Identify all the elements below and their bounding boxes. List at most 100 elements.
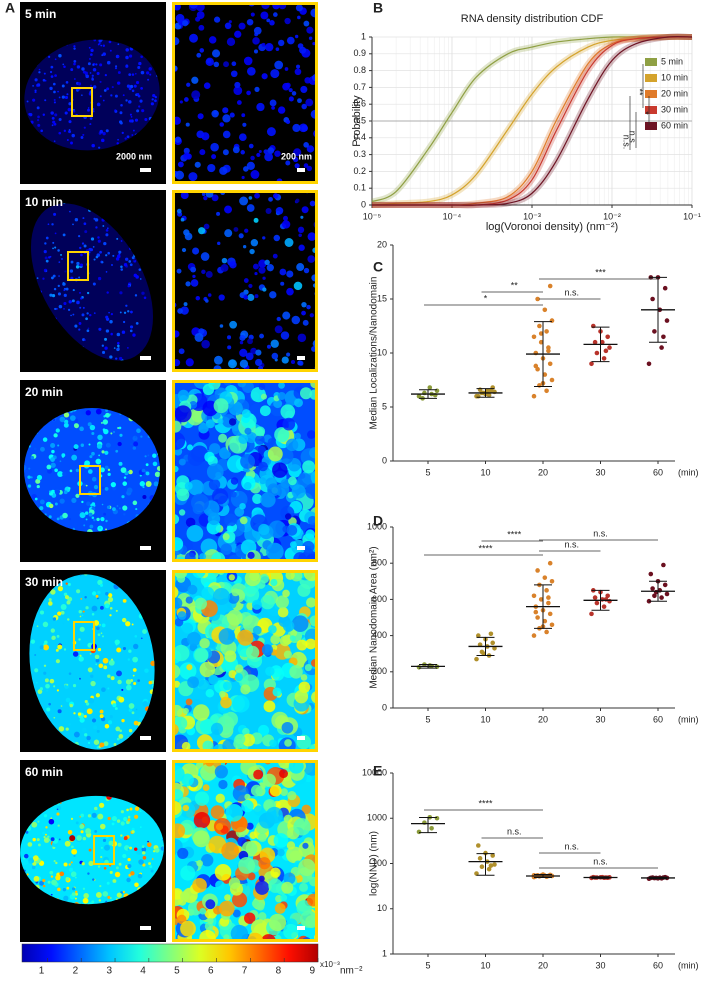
image-spot [83, 524, 86, 527]
image-spot [123, 513, 126, 516]
significance-label: ** [511, 280, 519, 290]
data-point [544, 629, 549, 635]
image-spot [110, 332, 113, 336]
error-bar [419, 664, 437, 669]
image-spot [55, 307, 58, 310]
image-spot [222, 533, 230, 541]
image-spot [228, 20, 232, 24]
image-spot [296, 639, 308, 651]
image-spot [111, 263, 113, 266]
image-spot [221, 257, 228, 264]
image-spot [116, 737, 120, 741]
image-spot [282, 589, 290, 598]
image-spot [207, 293, 212, 297]
image-spot [243, 294, 249, 300]
data-point [592, 595, 598, 600]
image-spot [201, 339, 210, 349]
image-spot [129, 846, 133, 850]
data-point [488, 863, 494, 868]
image-spot [72, 651, 79, 657]
image-spot [105, 519, 108, 523]
image-spot [114, 67, 118, 70]
image-spot [47, 468, 53, 474]
image-spot [105, 409, 108, 412]
x-tick-label: 30 [595, 714, 605, 724]
x-tick-label: 30 [595, 467, 605, 477]
image-spot [241, 409, 251, 418]
image-spot [134, 634, 138, 638]
image-spot [274, 60, 284, 70]
image-spot [58, 275, 60, 277]
image-spot [86, 291, 90, 295]
image-spot [239, 348, 248, 357]
image-spot [112, 703, 117, 708]
image-spot [57, 887, 61, 892]
data-point [481, 651, 487, 656]
image-spot [297, 43, 304, 49]
image-spot [287, 790, 297, 801]
image-spot [92, 85, 97, 89]
data-point [546, 348, 551, 354]
image-spot [283, 872, 296, 885]
data-point [547, 361, 553, 367]
image-spot [132, 656, 139, 663]
image-spot [218, 779, 228, 790]
image-spot [312, 42, 316, 46]
image-spot [269, 99, 277, 107]
image-spot [91, 812, 97, 818]
image-spot [85, 484, 88, 487]
image-spot [54, 307, 57, 311]
image-spot [227, 455, 245, 473]
image-spot [266, 344, 271, 349]
image-spot [73, 444, 79, 450]
image-spot [102, 44, 106, 47]
image-spot [301, 124, 308, 132]
data-point [648, 571, 654, 577]
image-spot [93, 739, 100, 745]
image-spot [203, 195, 208, 201]
image-spot [309, 200, 316, 207]
image-spot [109, 355, 113, 359]
image-spot [241, 113, 246, 118]
y-axis-label: Median Nanodomain Area (nm²) [369, 546, 380, 688]
image-spot [132, 674, 135, 677]
image-spot [270, 867, 281, 878]
image-spot [67, 829, 73, 835]
image-spot [96, 729, 100, 733]
image-spot [103, 242, 107, 246]
colorbar-tick-label: 9 [309, 966, 315, 977]
image-spot [124, 137, 127, 140]
image-spot [39, 880, 44, 886]
image-spot [308, 744, 316, 751]
image-spot [101, 503, 104, 506]
image-spot [234, 30, 242, 38]
image-spot [94, 654, 100, 660]
image-spot [92, 67, 97, 72]
image-spot [186, 525, 204, 542]
image-spot [38, 843, 41, 847]
image-spot [54, 58, 57, 61]
image-spot [190, 266, 197, 273]
image-spot [213, 398, 229, 414]
image-spot [224, 513, 238, 527]
image-spot [22, 859, 29, 866]
significance-label: n.s. [622, 135, 632, 150]
image-spot [103, 89, 107, 92]
image-spot [51, 294, 56, 298]
image-spot [91, 718, 97, 723]
image-spot [258, 266, 266, 274]
image-spot [43, 836, 46, 839]
legend-swatch [645, 90, 657, 98]
image-spot [114, 639, 120, 645]
image-spot [294, 163, 300, 169]
image-spot [82, 70, 86, 74]
image-spot [97, 813, 104, 820]
image-spot [141, 109, 145, 113]
image-spot [116, 332, 121, 337]
image-spot [150, 869, 154, 873]
error-bar [649, 580, 667, 602]
image-spot [203, 82, 211, 90]
image-spot [298, 360, 304, 366]
image-spot [181, 622, 194, 635]
image-spot [117, 138, 119, 141]
